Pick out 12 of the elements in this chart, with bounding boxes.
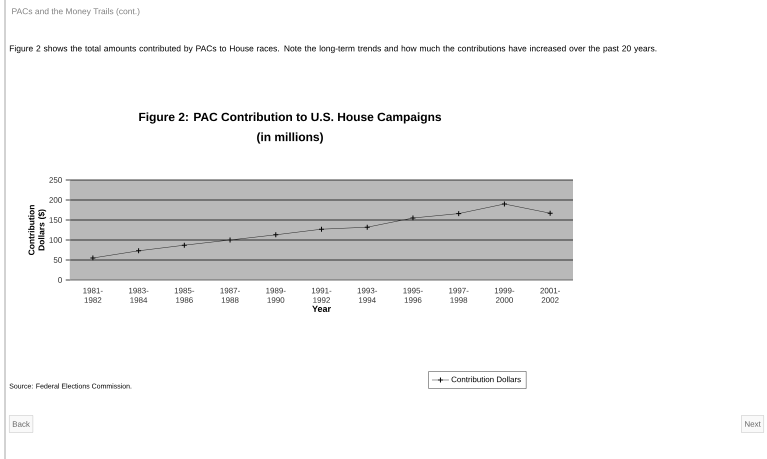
point (501, 201, 508, 207)
y-axis-title: Contribution Dollars ($) (28, 205, 46, 256)
point (181, 242, 188, 248)
point (456, 210, 462, 217)
text: PACs and the Money Trails (cont.) (12, 8, 140, 16)
point (272, 232, 279, 238)
x-axis-title: Year (312, 306, 331, 312)
chart-title: Figure 2: PAC Contribution to U.S. House Campaigns (139, 112, 442, 124)
caption: Figure 2 shows the total amounts contributed by PACs to House races. Note the long-term trends and how much the contributions have increased over the past 20 years. (10, 45, 656, 54)
point (364, 224, 370, 230)
point (136, 248, 142, 254)
chart-subtitle: (in millions) (257, 132, 323, 144)
